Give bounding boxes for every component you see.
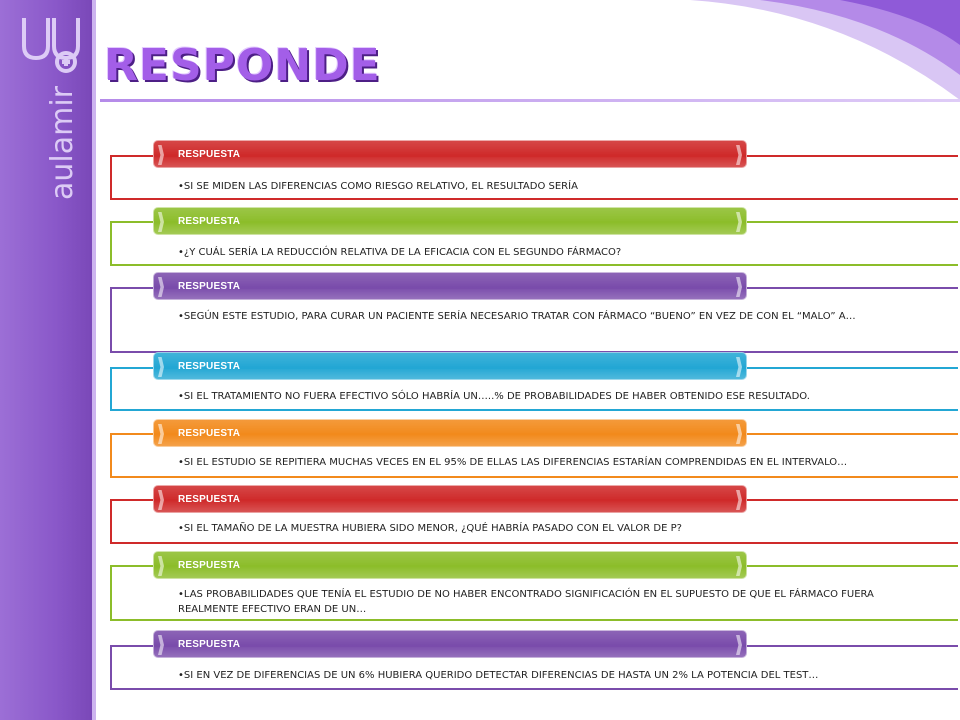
chevron-left-icon	[158, 357, 164, 377]
chevron-right-icon	[736, 277, 742, 297]
answer-tag[interactable]: RESPUESTA	[153, 485, 747, 513]
question-text: •LAS PROBABILIDADES QUE TENÍA EL ESTUDIO…	[178, 589, 874, 615]
question-text: •¿Y CUÁL SERÍA LA REDUCCIÓN RELATIVA DE …	[178, 247, 622, 258]
answer-label: RESPUESTA	[178, 149, 241, 160]
chevron-left-icon	[158, 635, 164, 655]
chevron-left-icon	[158, 556, 164, 576]
answer-tag[interactable]: RESPUESTA	[153, 140, 747, 168]
question-text: •SI EL ESTUDIO SE REPITIERA MUCHAS VECES…	[178, 457, 848, 468]
answer-label: RESPUESTA	[178, 494, 241, 505]
chevron-left-icon	[158, 490, 164, 510]
corner-decoration	[690, 0, 960, 100]
page-title: RESPONDE	[104, 40, 381, 91]
chevron-right-icon	[736, 635, 742, 655]
chevron-left-icon	[158, 145, 164, 165]
sidebar-edge	[92, 0, 96, 720]
chevron-left-icon	[158, 212, 164, 232]
aulamir-logo-icon: aulamir	[22, 18, 80, 200]
chevron-left-icon	[158, 277, 164, 297]
chevron-right-icon	[736, 357, 742, 377]
chevron-right-icon	[736, 556, 742, 576]
answer-label: RESPUESTA	[178, 361, 241, 372]
question-text: •SI EN VEZ DE DIFERENCIAS DE UN 6% HUBIE…	[178, 670, 819, 681]
answer-label: RESPUESTA	[178, 639, 241, 650]
chevron-right-icon	[736, 490, 742, 510]
chevron-right-icon	[736, 212, 742, 232]
answer-tag[interactable]: RESPUESTA	[153, 630, 747, 658]
answer-label: RESPUESTA	[178, 281, 241, 292]
chevron-right-icon	[736, 424, 742, 444]
chevron-left-icon	[158, 424, 164, 444]
question-text: •SI SE MIDEN LAS DIFERENCIAS COMO RIESGO…	[178, 181, 578, 192]
answer-tag[interactable]: RESPUESTA	[153, 352, 747, 380]
question-text: •SI EL TRATAMIENTO NO FUERA EFECTIVO SÓL…	[178, 391, 810, 402]
brand-text: aulamir	[45, 85, 80, 200]
question-text: •SEGÚN ESTE ESTUDIO, PARA CURAR UN PACIE…	[178, 311, 856, 322]
chevron-right-icon	[736, 145, 742, 165]
answer-tag[interactable]: RESPUESTA	[153, 272, 747, 300]
answer-label: RESPUESTA	[178, 560, 241, 571]
question-row: •¿Y CUÁL SERÍA LA REDUCCIÓN RELATIVA DE …	[110, 221, 958, 266]
answer-label: RESPUESTA	[178, 216, 241, 227]
question-text: •SI EL TAMAÑO DE LA MUESTRA HUBIERA SIDO…	[178, 523, 682, 534]
title-divider	[100, 99, 960, 102]
answer-tag[interactable]: RESPUESTA	[153, 419, 747, 447]
sidebar-band	[0, 0, 92, 720]
answer-tag[interactable]: RESPUESTA	[153, 207, 747, 235]
answer-tag[interactable]: RESPUESTA	[153, 551, 747, 579]
answer-label: RESPUESTA	[178, 428, 241, 439]
